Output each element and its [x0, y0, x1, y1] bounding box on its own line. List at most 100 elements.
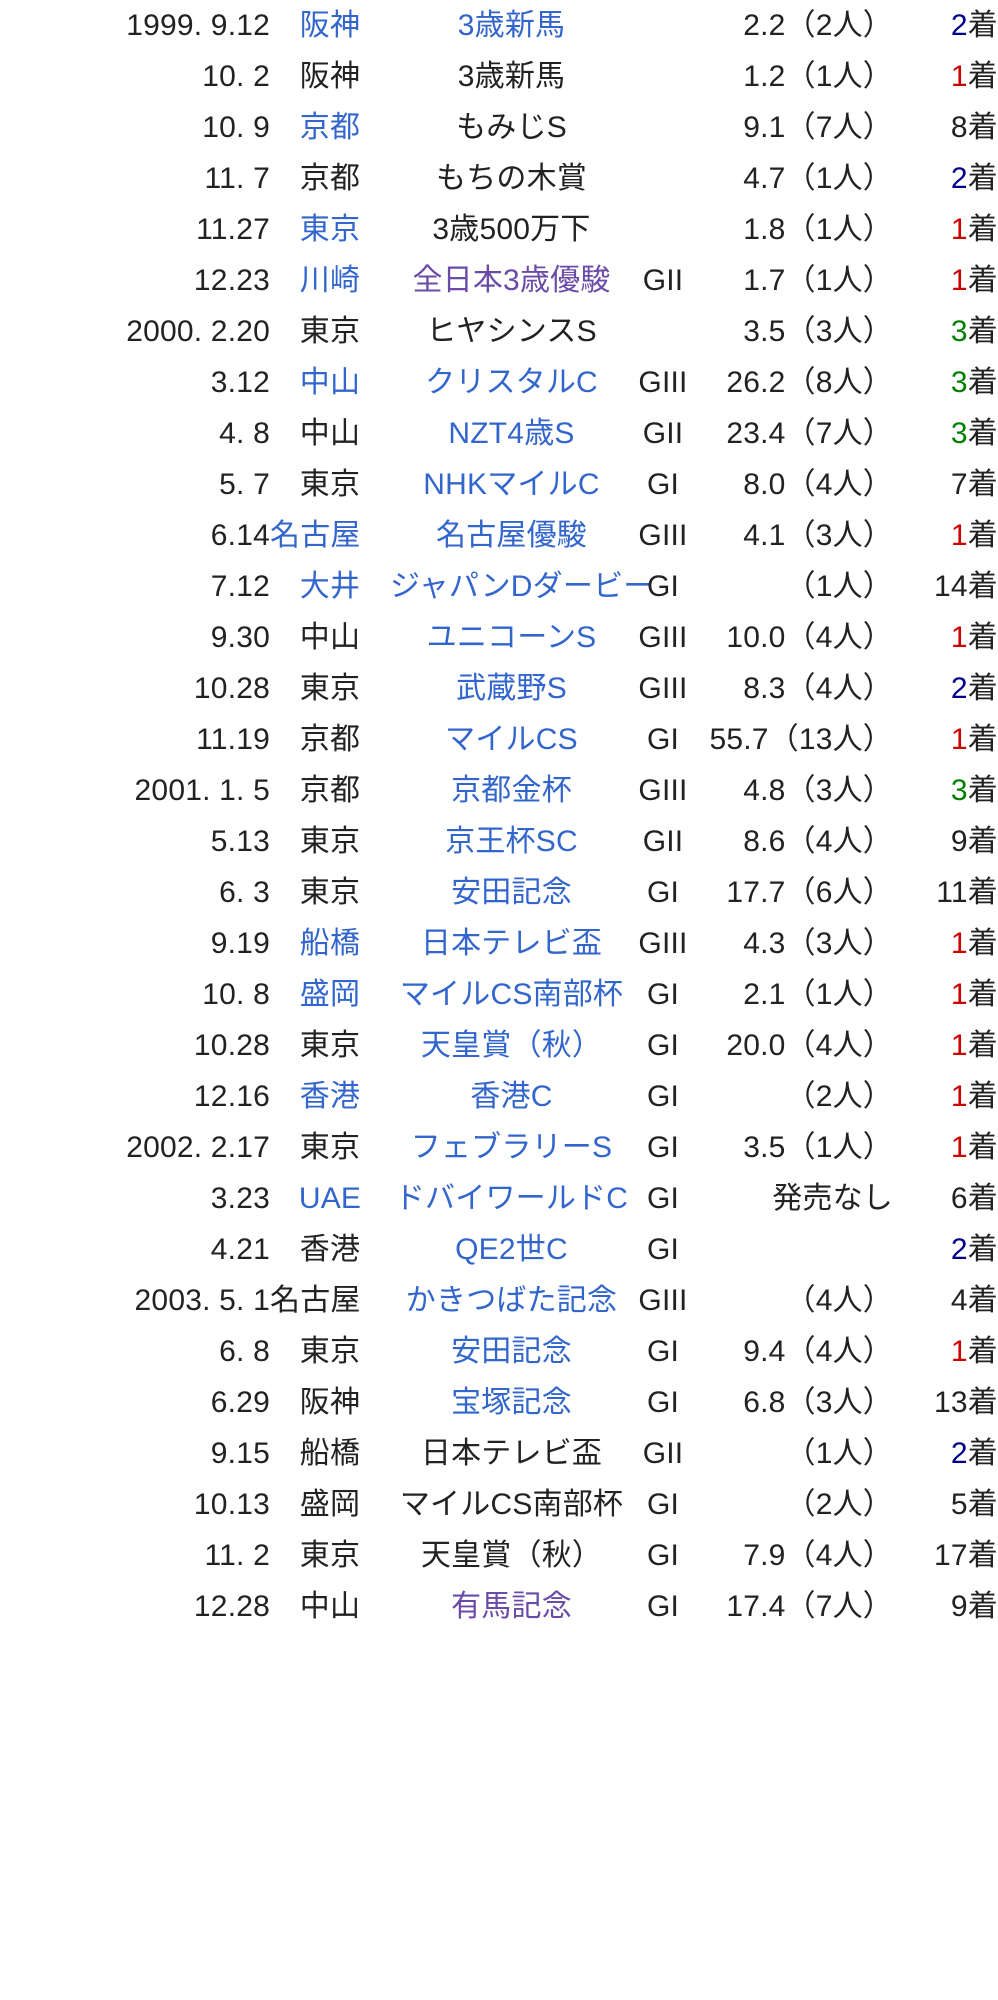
race-venue[interactable]: 東京 — [270, 204, 390, 255]
race-grade: GI — [633, 459, 693, 510]
race-venue[interactable]: 中山 — [270, 357, 390, 408]
race-name[interactable]: フェブラリーS — [390, 1122, 633, 1173]
race-name-text[interactable]: 有馬記念 — [451, 1590, 572, 1623]
race-name-text[interactable]: 日本テレビ盃 — [420, 927, 603, 960]
race-name-text[interactable]: 武蔵野S — [456, 672, 567, 705]
race-name[interactable]: 安田記念 — [390, 1326, 633, 1377]
race-name[interactable]: 名古屋優駿 — [390, 510, 633, 561]
race-name[interactable]: ドバイワールドC — [390, 1173, 633, 1224]
race-name-text[interactable]: フェブラリーS — [410, 1131, 613, 1164]
race-name[interactable]: ジャパンDダービー — [390, 561, 653, 612]
race-grade-text: GII — [642, 1437, 684, 1470]
race-venue-text[interactable]: UAE — [298, 1182, 362, 1215]
race-name-text[interactable]: 安田記念 — [451, 1335, 572, 1368]
race-name[interactable]: クリスタルC — [390, 357, 633, 408]
race-venue-text[interactable]: 船橋 — [299, 927, 361, 960]
race-name-text[interactable]: ジャパンDダービー — [390, 570, 654, 603]
race-grade-text: GI — [646, 1131, 680, 1164]
race-name[interactable]: 安田記念 — [390, 867, 633, 918]
race-name[interactable]: 京王杯SC — [390, 816, 633, 867]
race-name[interactable]: NZT4歳S — [390, 408, 633, 459]
race-venue-text[interactable]: 阪神 — [299, 9, 361, 42]
race-date: 10.13 — [0, 1479, 270, 1530]
race-name[interactable]: マイルCS — [390, 714, 633, 765]
race-name-text[interactable]: 天皇賞（秋） — [420, 1029, 603, 1062]
race-name[interactable]: 京都金杯 — [390, 765, 633, 816]
table-row: 4. 8 中山 NZT4歳S GII 23.4（7人） 3着 — [0, 408, 998, 459]
race-odds-text: 4.8（3人） — [743, 774, 893, 807]
race-name[interactable]: QE2世C — [390, 1224, 633, 1275]
race-name-text[interactable]: ドバイワールドC — [394, 1182, 629, 1215]
race-name-text[interactable]: QE2世C — [455, 1233, 568, 1266]
race-date: 5. 7 — [0, 459, 270, 510]
race-name-text[interactable]: ユニコーンS — [426, 621, 597, 654]
race-name-text[interactable]: 京王杯SC — [445, 825, 578, 858]
race-odds-text: 26.2（8人） — [726, 366, 893, 399]
race-name-text[interactable]: マイルCS南部杯 — [399, 978, 624, 1011]
race-name[interactable]: 香港C — [390, 1071, 633, 1122]
race-name-text[interactable]: NZT4歳S — [448, 417, 575, 450]
race-name[interactable]: NHKマイルC — [390, 459, 633, 510]
race-venue[interactable]: 川崎 — [270, 255, 390, 306]
race-odds-text: 17.7（6人） — [726, 876, 893, 909]
race-date: 9.30 — [0, 612, 270, 663]
race-grade-text: GI — [646, 468, 680, 501]
race-name[interactable]: 武蔵野S — [390, 663, 633, 714]
race-venue[interactable]: 船橋 — [270, 918, 390, 969]
race-name-text[interactable]: クリスタルC — [425, 366, 598, 399]
race-name-text[interactable]: 全日本3歳優駿 — [412, 264, 611, 297]
race-venue-text[interactable]: 名古屋 — [270, 519, 361, 552]
race-date-text: 11.19 — [196, 723, 270, 756]
race-venue-text: 京都 — [299, 774, 361, 807]
race-date-text: 3.12 — [210, 366, 270, 399]
race-odds-text: （1人） — [785, 570, 893, 603]
finish-position-suffix: 着 — [967, 774, 998, 807]
race-venue-text[interactable]: 大井 — [299, 570, 361, 603]
race-venue[interactable]: UAE — [270, 1173, 390, 1224]
race-date: 5.13 — [0, 816, 270, 867]
race-name[interactable]: 3歳新馬 — [390, 0, 633, 51]
finish-position-number: 2 — [950, 1233, 968, 1266]
race-name[interactable]: 天皇賞（秋） — [390, 1020, 633, 1071]
finish-position-number: 1 — [950, 1131, 968, 1164]
race-venue[interactable]: 京都 — [270, 102, 390, 153]
race-name[interactable]: ユニコーンS — [390, 612, 633, 663]
race-name-text[interactable]: 安田記念 — [451, 876, 572, 909]
race-name-text[interactable]: 3歳新馬 — [457, 9, 566, 42]
race-name-text[interactable]: 名古屋優駿 — [436, 519, 587, 552]
race-name-text[interactable]: マイルCS — [445, 723, 578, 756]
race-venue-text[interactable]: 香港 — [299, 1080, 361, 1113]
race-grade: GI — [633, 1173, 693, 1224]
race-venue-text[interactable]: 中山 — [299, 366, 361, 399]
race-date-text: 12.23 — [193, 264, 270, 297]
race-grade-text: GIII — [638, 672, 688, 705]
race-name[interactable]: 宝塚記念 — [390, 1377, 633, 1428]
race-venue-text[interactable]: 川崎 — [299, 264, 361, 297]
race-grade: GII — [633, 408, 693, 459]
race-name[interactable]: 日本テレビ盃 — [390, 918, 633, 969]
race-name[interactable]: かきつばた記念 — [390, 1275, 633, 1326]
race-grade-text: GI — [646, 1539, 680, 1572]
race-odds-text: 23.4（7人） — [726, 417, 893, 450]
race-venue[interactable]: 阪神 — [270, 0, 390, 51]
race-name-text[interactable]: NHKマイルC — [423, 468, 600, 501]
race-venue[interactable]: 名古屋 — [270, 510, 390, 561]
race-venue-text[interactable]: 京都 — [299, 111, 361, 144]
race-name-text[interactable]: 京都金杯 — [451, 774, 572, 807]
race-name[interactable]: マイルCS南部杯 — [390, 969, 633, 1020]
race-venue-text[interactable]: 盛岡 — [299, 978, 361, 1011]
race-venue-text[interactable]: 東京 — [299, 213, 361, 246]
race-odds: 9.4（4人） — [693, 1326, 893, 1377]
race-name[interactable]: 全日本3歳優駿 — [390, 255, 633, 306]
race-name-text: マイルCS南部杯 — [399, 1488, 624, 1521]
race-name[interactable]: 有馬記念 — [390, 1581, 633, 1632]
race-name-text[interactable]: 香港C — [470, 1080, 553, 1113]
race-venue[interactable]: 盛岡 — [270, 969, 390, 1020]
race-name-text[interactable]: 宝塚記念 — [451, 1386, 572, 1419]
race-venue[interactable]: 大井 — [270, 561, 390, 612]
race-venue[interactable]: 香港 — [270, 1071, 390, 1122]
race-name-text[interactable]: かきつばた記念 — [405, 1284, 618, 1317]
finish-position-suffix: 着 — [967, 1131, 998, 1164]
race-odds-text: 2.2（2人） — [743, 9, 893, 42]
race-odds-text: 1.2（1人） — [743, 60, 893, 93]
